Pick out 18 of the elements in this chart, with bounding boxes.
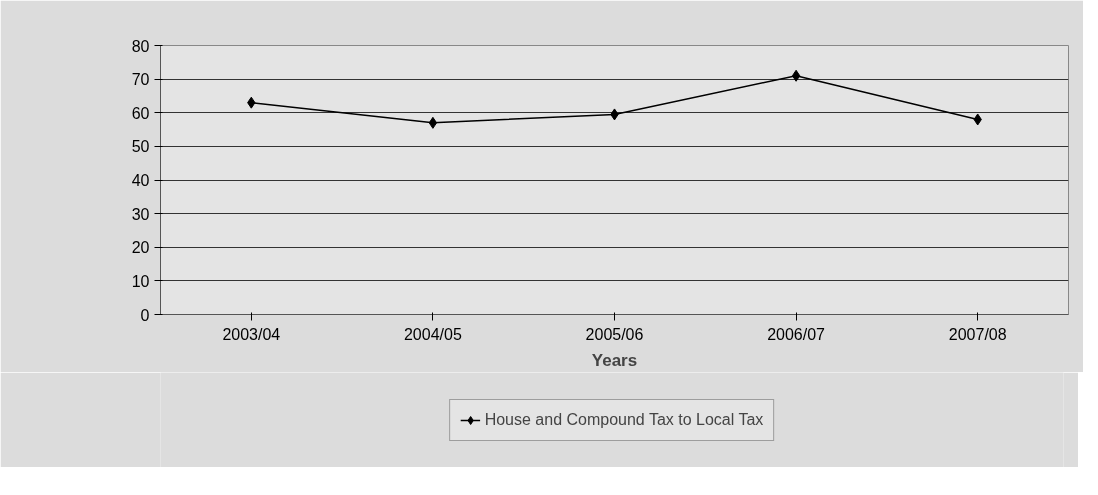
y-tick-label: 80	[131, 37, 150, 55]
point	[791, 69, 801, 82]
y-tick-label: 60	[131, 104, 150, 122]
legend-label: House and Compound Tax to Local Tax	[484, 410, 764, 429]
x-tick-label: 2005/06	[585, 325, 644, 343]
y-tick-label: 30	[131, 205, 150, 223]
y-tick-label: 40	[131, 172, 150, 189]
x-axis-title: Years	[591, 350, 638, 370]
y-tick-label: 0	[140, 306, 150, 324]
y-tick-label: 50	[131, 138, 150, 156]
x-tick-label: 2004/05	[403, 325, 462, 343]
x-tick-label: 2007/08	[948, 325, 1007, 343]
y-tick-label: 70	[131, 71, 150, 89]
x-tick-label: 2003/04	[222, 325, 281, 343]
x-tick-label: 2006/07	[767, 325, 826, 343]
y-tick-label: 20	[131, 239, 150, 257]
y-tick-label: 10	[131, 272, 150, 290]
point	[428, 116, 438, 129]
